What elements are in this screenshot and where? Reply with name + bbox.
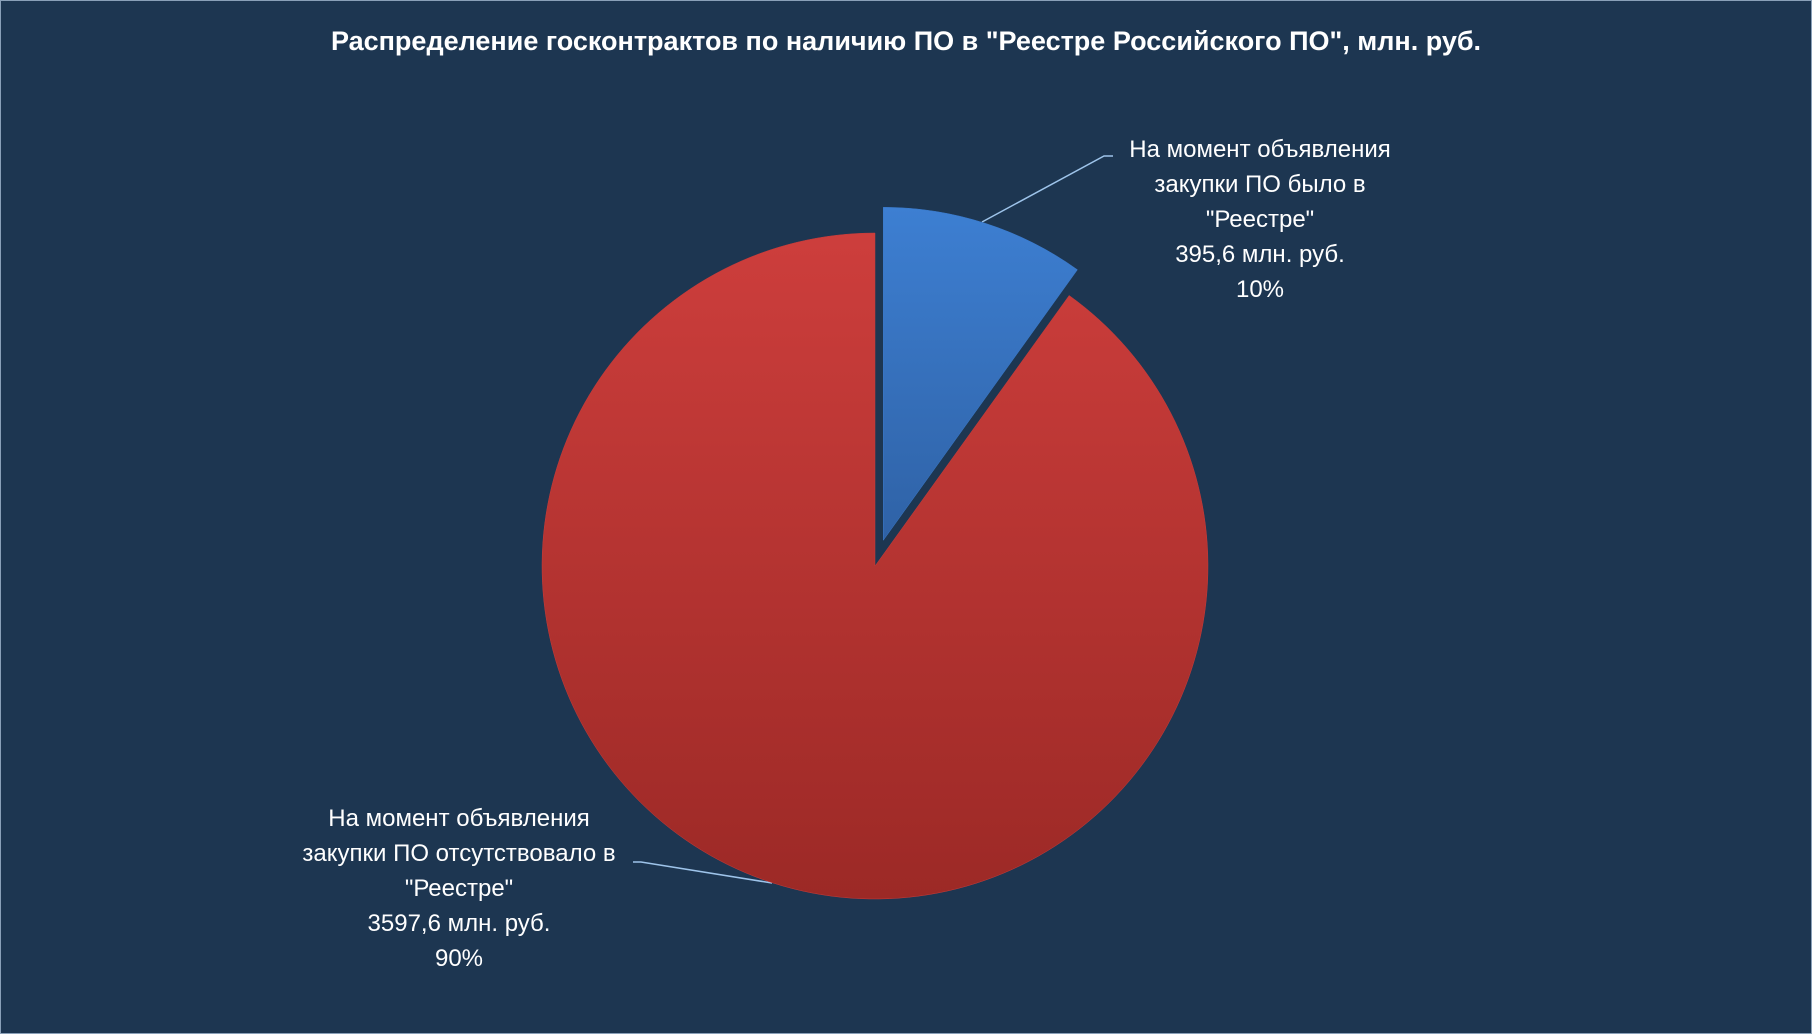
value-label: 395,6 млн. руб. [1175, 241, 1345, 268]
leader-line [981, 155, 1113, 223]
data-label: На момент объявления закупки ПО отсутств… [284, 801, 634, 976]
chart-title: Распределение госконтрактов по наличию П… [330, 26, 1482, 56]
value-label: 3597,6 млн. руб. [367, 910, 551, 937]
category-label: На момент объявления закупки ПО отсутств… [302, 805, 616, 902]
category-label: На момент объявления закупки ПО было в "… [1129, 136, 1391, 233]
data-label: На момент объявления закупки ПО было в "… [1100, 132, 1420, 307]
percent-label: 90% [434, 945, 484, 972]
leader-line [633, 861, 773, 884]
percent-label: 10% [1235, 276, 1285, 303]
pie-slice [883, 207, 1078, 542]
pie-slice [541, 232, 1209, 900]
